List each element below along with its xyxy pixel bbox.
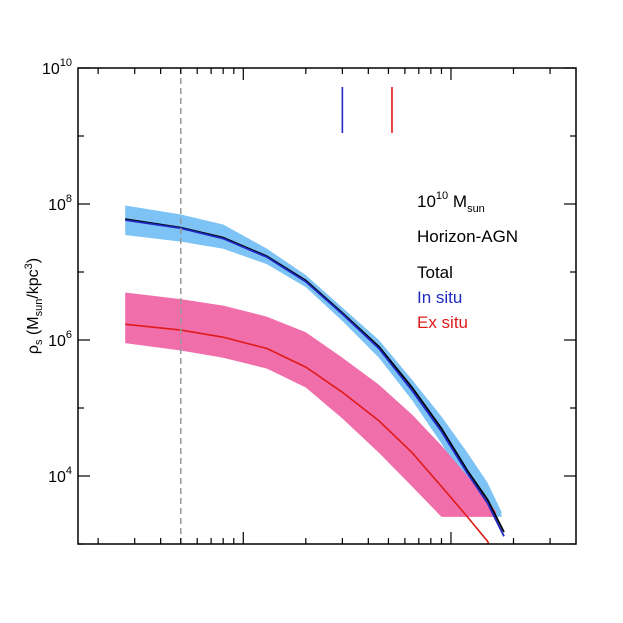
exsitu-band <box>125 292 497 517</box>
mass-exp: 10 <box>436 190 448 202</box>
y-tick-label-0: 104 <box>48 465 72 486</box>
y-tick-exp-1: 6 <box>66 329 72 341</box>
y-axis-units-close: ) <box>25 258 42 263</box>
total-line <box>125 218 505 533</box>
exsitu-line <box>125 323 490 544</box>
mass-unit: M <box>448 192 467 211</box>
y-axis-symbol: ρ <box>25 345 42 354</box>
mass-annotation: 1010 Msun <box>417 190 485 215</box>
y-tick-base-2: 10 <box>48 197 66 214</box>
y-tick-base-3: 10 <box>42 61 60 78</box>
plot-frame <box>77 67 577 545</box>
y-tick-label-1: 106 <box>48 329 72 350</box>
y-axis-units-sup: 3 <box>23 263 35 269</box>
bands-layer <box>125 205 502 517</box>
lines-layer <box>125 218 505 544</box>
legend-item-1: In situ <box>417 288 462 307</box>
y-tick-base-1: 10 <box>48 333 66 350</box>
y-axis-units-sub: sun <box>33 299 45 317</box>
y-tick-label-2: 108 <box>48 193 72 214</box>
mass-unit-sub: sun <box>467 203 485 215</box>
insitu-band <box>125 205 502 517</box>
y-tick-label-3: 1010 <box>42 57 72 78</box>
legend: Total In situ Ex situ <box>417 263 468 332</box>
y-axis-label: ρs (Msun/kpc3) <box>23 258 45 354</box>
y-axis-units-mid: /kpc <box>25 269 42 298</box>
markers-layer <box>341 87 393 133</box>
y-axis-units-open: (M <box>25 316 42 339</box>
y-tick-exp-2: 8 <box>66 193 72 205</box>
mass-base: 10 <box>417 192 436 211</box>
insitu-line <box>125 219 505 537</box>
legend-item-2: Ex situ <box>417 313 468 332</box>
y-tick-base-0: 10 <box>48 469 66 486</box>
y-tick-exp-0: 4 <box>66 465 72 477</box>
y-tick-exp-3: 10 <box>60 57 72 69</box>
legend-item-0: Total <box>417 263 453 282</box>
y-axis-symbol-sub: s <box>33 339 45 345</box>
simulation-label: Horizon-AGN <box>417 227 518 246</box>
